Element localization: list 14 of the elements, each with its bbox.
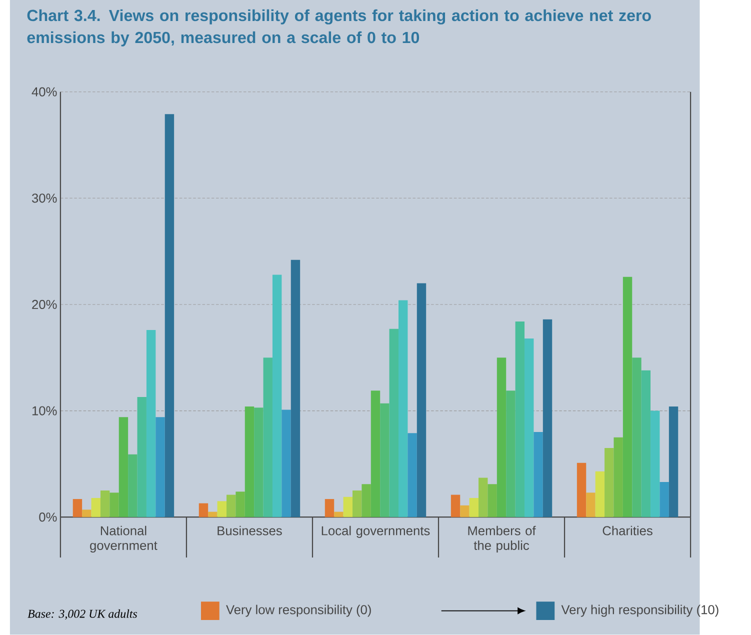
legend-label: Very high responsibility (10) bbox=[561, 604, 718, 617]
y-tick-label: 10% bbox=[32, 406, 57, 416]
legend-label: Very low responsibility (0) bbox=[226, 604, 371, 617]
text: Base: 3,002 UK adults bbox=[28, 610, 138, 620]
y-tick-label: 40% bbox=[32, 87, 57, 97]
x-tick-label: Businesses bbox=[218, 526, 282, 536]
y-tick-label: 30% bbox=[32, 194, 57, 203]
y-tick-label: 20% bbox=[32, 300, 57, 310]
x-tick-label: National government bbox=[90, 526, 158, 553]
x-tick-label: Local governments bbox=[322, 526, 430, 538]
x-tick-label: Members of the public bbox=[468, 526, 536, 553]
chart-title: Chart 3.4. Views on responsibility of agents for taking action to achieve net zero emissions by 2050, measured on a scale of 0 to 10 bbox=[27, 10, 651, 47]
y-tick-label: 0% bbox=[39, 512, 57, 522]
x-tick-label: Charities bbox=[602, 526, 652, 536]
